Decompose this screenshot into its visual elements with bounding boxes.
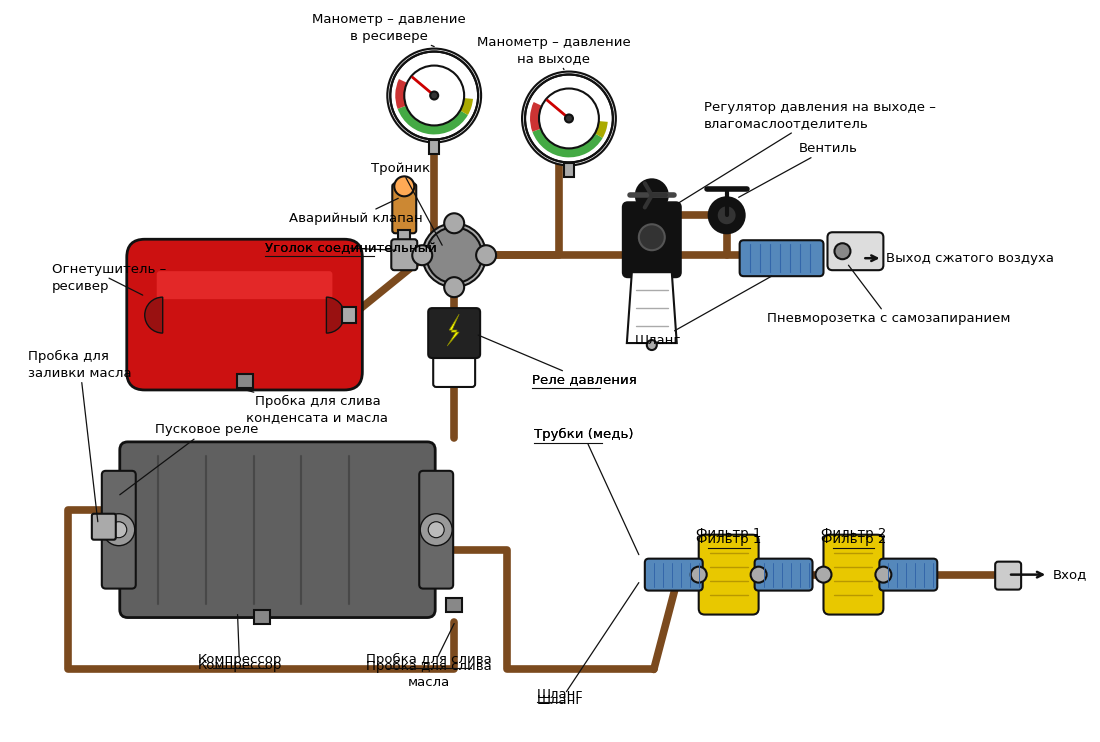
FancyBboxPatch shape xyxy=(755,559,813,591)
Circle shape xyxy=(390,52,478,139)
Circle shape xyxy=(565,114,573,122)
Text: Огнетушитель –
ресивер: Огнетушитель – ресивер xyxy=(52,263,166,295)
FancyBboxPatch shape xyxy=(91,513,116,539)
Text: Пробка для слива
конденсата и масла: Пробка для слива конденсата и масла xyxy=(239,388,388,424)
Text: Реле давления: Реле давления xyxy=(532,373,637,387)
Text: Фильтр 1: Фильтр 1 xyxy=(696,533,761,546)
Circle shape xyxy=(102,513,135,545)
Text: Регулятор давления на выходе –
влагомаслоотделитель: Регулятор давления на выходе – влагомасл… xyxy=(667,101,936,210)
Wedge shape xyxy=(569,119,607,138)
Circle shape xyxy=(708,197,745,233)
FancyBboxPatch shape xyxy=(126,239,362,390)
Circle shape xyxy=(444,213,464,233)
Text: Компрессор: Компрессор xyxy=(197,614,282,672)
Wedge shape xyxy=(530,102,569,132)
FancyBboxPatch shape xyxy=(342,307,356,323)
Circle shape xyxy=(691,567,706,582)
Text: Аварийный клапан: Аварийный клапан xyxy=(289,198,424,225)
FancyBboxPatch shape xyxy=(398,230,410,242)
Circle shape xyxy=(405,65,464,125)
Text: Уголок соединительный: Уголок соединительный xyxy=(264,242,437,255)
Text: Уголок соединительный: Уголок соединительный xyxy=(264,242,437,255)
Circle shape xyxy=(111,522,126,538)
Circle shape xyxy=(636,180,668,211)
Text: Выход сжатого воздуха: Выход сжатого воздуха xyxy=(887,252,1055,265)
Text: Пробка для слива
масла: Пробка для слива масла xyxy=(366,623,492,689)
Text: Пробка для
заливки масла: Пробка для заливки масла xyxy=(28,350,132,522)
FancyBboxPatch shape xyxy=(564,163,574,177)
Circle shape xyxy=(394,177,415,197)
FancyBboxPatch shape xyxy=(428,308,480,358)
Wedge shape xyxy=(327,297,344,333)
Circle shape xyxy=(639,224,664,250)
FancyBboxPatch shape xyxy=(393,183,416,233)
Circle shape xyxy=(525,74,613,162)
FancyBboxPatch shape xyxy=(429,140,439,154)
FancyBboxPatch shape xyxy=(827,232,883,270)
Wedge shape xyxy=(532,119,603,157)
Circle shape xyxy=(815,567,832,582)
FancyBboxPatch shape xyxy=(645,559,703,591)
FancyBboxPatch shape xyxy=(739,240,824,276)
Text: Пневморозетка с самозапиранием: Пневморозетка с самозапиранием xyxy=(767,265,1010,324)
Circle shape xyxy=(476,245,496,265)
FancyBboxPatch shape xyxy=(419,471,453,588)
Circle shape xyxy=(412,245,432,265)
FancyBboxPatch shape xyxy=(120,442,436,617)
Wedge shape xyxy=(395,79,434,109)
Text: Пусковое реле: Пусковое реле xyxy=(120,424,258,495)
Text: Шланг: Шланг xyxy=(635,276,771,347)
FancyBboxPatch shape xyxy=(253,610,270,623)
Text: Вход: Вход xyxy=(1053,568,1088,581)
Text: Реле давления: Реле давления xyxy=(478,335,637,387)
Text: Манометр – давление
в ресивере: Манометр – давление в ресивере xyxy=(312,13,466,47)
Circle shape xyxy=(430,91,438,99)
Text: Тройник: Тройник xyxy=(372,162,442,245)
Text: Трубки (медь): Трубки (медь) xyxy=(534,428,634,441)
Text: Фильтр 2: Фильтр 2 xyxy=(821,533,887,546)
Circle shape xyxy=(387,48,481,142)
Circle shape xyxy=(428,522,444,538)
Circle shape xyxy=(422,223,486,287)
FancyBboxPatch shape xyxy=(102,471,135,588)
FancyBboxPatch shape xyxy=(433,351,475,387)
Wedge shape xyxy=(434,96,473,115)
FancyBboxPatch shape xyxy=(392,239,417,270)
Circle shape xyxy=(420,513,452,545)
Wedge shape xyxy=(397,96,468,134)
FancyBboxPatch shape xyxy=(824,535,883,614)
Circle shape xyxy=(835,243,850,259)
FancyBboxPatch shape xyxy=(879,559,937,591)
Text: Вентиль: Вентиль xyxy=(738,142,857,197)
Wedge shape xyxy=(145,297,163,333)
Text: Фильтр 2: Фильтр 2 xyxy=(821,527,887,539)
FancyBboxPatch shape xyxy=(236,374,253,388)
Circle shape xyxy=(444,278,464,297)
Text: Фильтр 1: Фильтр 1 xyxy=(696,527,761,539)
Circle shape xyxy=(876,567,891,582)
FancyBboxPatch shape xyxy=(698,535,759,614)
Circle shape xyxy=(750,567,767,582)
Circle shape xyxy=(426,227,482,283)
Text: Манометр – давление
на выходе: Манометр – давление на выходе xyxy=(477,36,631,70)
Text: Компрессор: Компрессор xyxy=(197,653,282,666)
FancyBboxPatch shape xyxy=(996,562,1021,590)
Text: Шланг: Шланг xyxy=(537,582,639,707)
Polygon shape xyxy=(448,314,459,346)
Text: Шланг: Шланг xyxy=(537,688,583,701)
FancyBboxPatch shape xyxy=(156,271,332,299)
Text: Трубки (медь): Трубки (медь) xyxy=(534,428,639,555)
Text: Пробка для слива: Пробка для слива xyxy=(366,653,492,666)
Circle shape xyxy=(522,71,616,165)
FancyBboxPatch shape xyxy=(447,597,462,611)
Polygon shape xyxy=(627,272,676,343)
Circle shape xyxy=(539,88,598,148)
Circle shape xyxy=(717,206,737,226)
Circle shape xyxy=(647,340,657,350)
FancyBboxPatch shape xyxy=(623,203,681,278)
